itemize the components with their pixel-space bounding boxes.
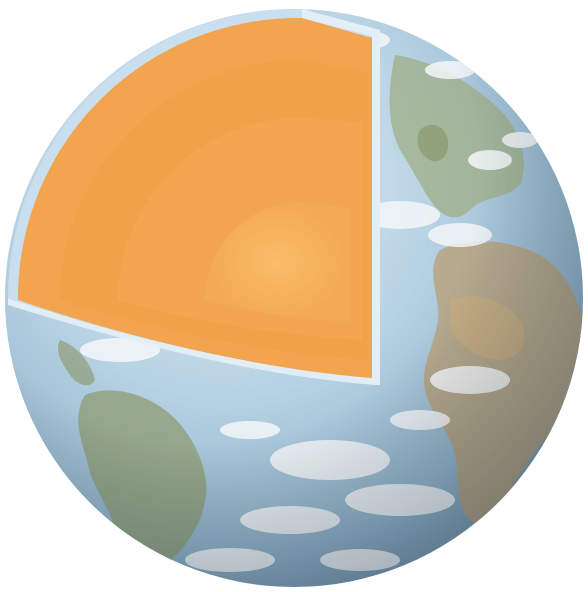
cutaway-wedge xyxy=(7,8,380,386)
inner-core-layer xyxy=(205,202,350,322)
